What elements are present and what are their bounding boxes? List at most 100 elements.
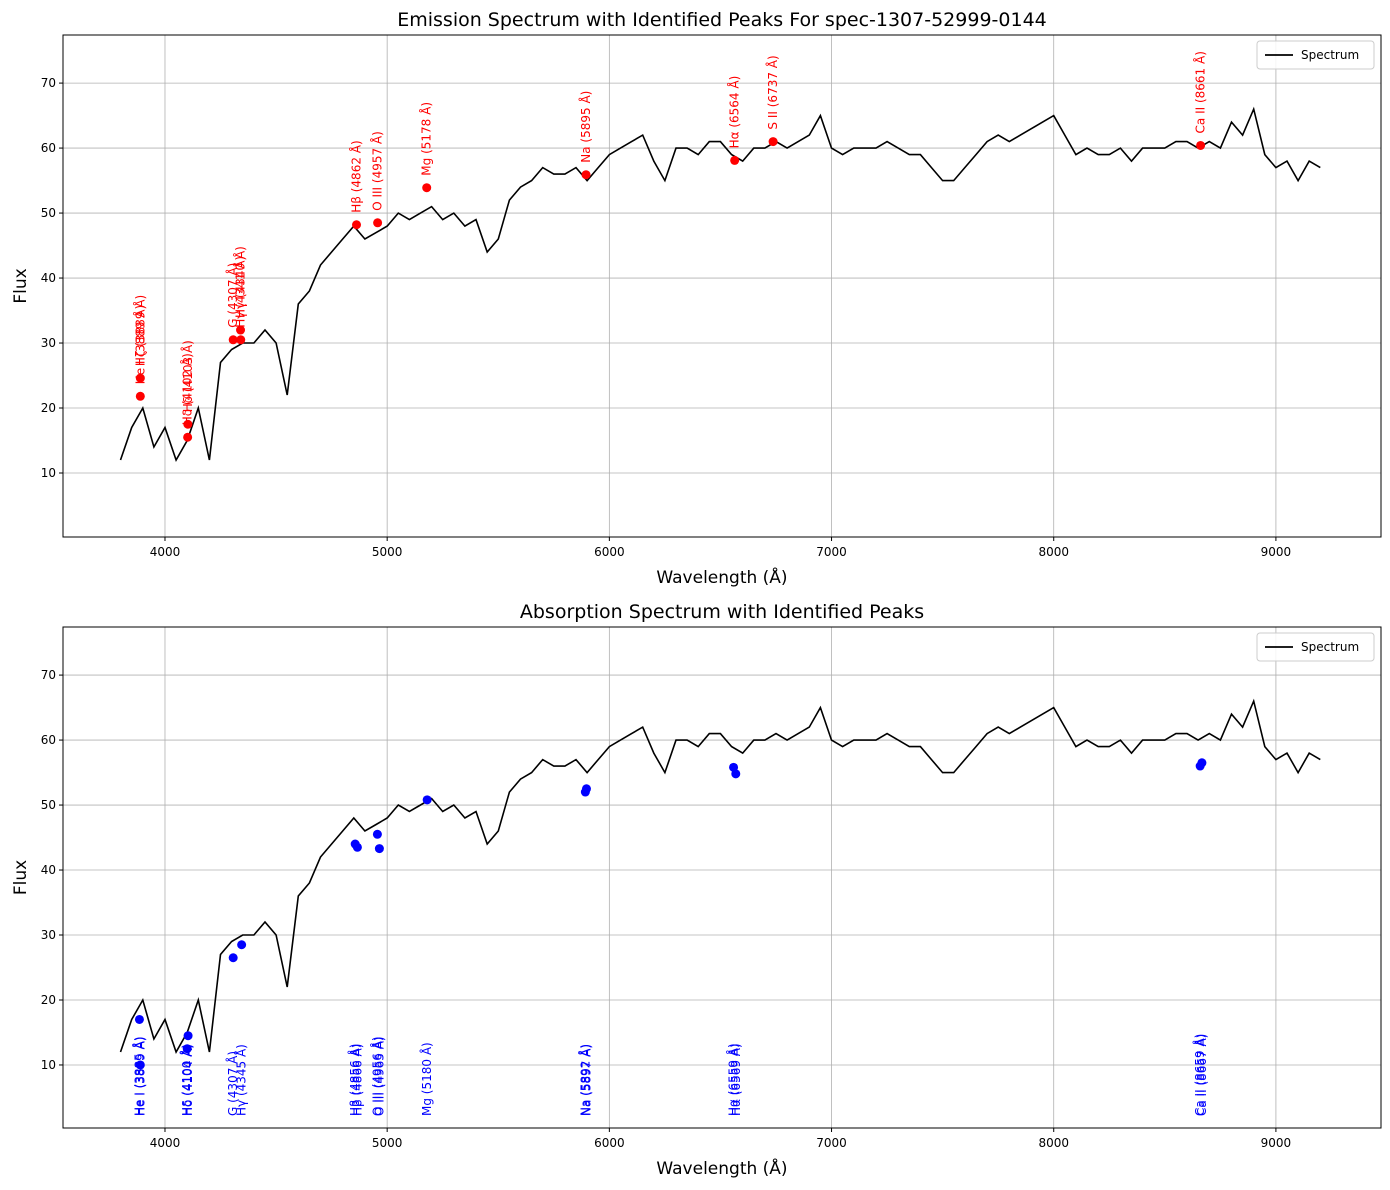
peak-marker xyxy=(731,769,741,779)
peak-marker xyxy=(183,419,193,429)
peak-label: Ca II (8659 Å) xyxy=(1192,1034,1207,1116)
peak-label: Ca II (8661 Å) xyxy=(1193,51,1208,133)
peak-label: Hβ (4866 Å) xyxy=(349,1044,364,1116)
x-tick-label: 9000 xyxy=(1261,1136,1292,1150)
peak-marker xyxy=(135,1060,145,1070)
y-tick-label: 10 xyxy=(41,466,56,480)
peak-label: Hζ (3889 Å) xyxy=(132,295,147,366)
peak-label: Na (5897 Å) xyxy=(578,1044,593,1116)
legend-box xyxy=(1256,632,1375,662)
peak-label: Ca II (8667 Å) xyxy=(1194,1034,1209,1116)
y-tick-label: 30 xyxy=(41,928,56,942)
peak-label: Hδ (4102 Å) xyxy=(180,353,195,425)
peak-label: Hα (6569 Å) xyxy=(728,1043,743,1116)
y-tick-label: 30 xyxy=(41,336,56,350)
x-tick-label: 7000 xyxy=(816,545,847,559)
x-tick-label: 4000 xyxy=(150,1136,181,1150)
x-tick-label: 4000 xyxy=(150,545,181,559)
x-axis-label: Wavelength (Å) xyxy=(656,566,787,588)
peak-marker xyxy=(581,170,591,180)
peak-marker xyxy=(1197,758,1207,768)
peak-label: Hβ (4856 Å) xyxy=(347,1044,362,1116)
y-tick-label: 20 xyxy=(41,401,56,415)
peak-label: He I (3889 Å) xyxy=(132,1037,147,1117)
peak-label: G (4307 Å) xyxy=(225,263,240,328)
peak-label: Hγ (4340 Å) xyxy=(233,246,248,318)
y-tick-label: 40 xyxy=(41,863,56,877)
peak-label: Hγ (4341 Å) xyxy=(233,256,248,328)
peak-label: O III (4965 Å) xyxy=(371,1036,386,1116)
peak-label: G (4307 Å) xyxy=(225,1051,240,1116)
peak-marker xyxy=(237,940,247,950)
legend-label: Spectrum xyxy=(1301,48,1359,62)
y-tick-label: 70 xyxy=(41,76,56,90)
peak-label: Hα (6564 Å) xyxy=(727,76,742,149)
peak-marker xyxy=(228,953,238,963)
peak-label: O III (4956 Å) xyxy=(369,1036,384,1116)
peak-marker xyxy=(134,1014,144,1024)
peak-label: Hδ (4100 Å) xyxy=(179,1044,194,1116)
peak-marker xyxy=(183,1031,193,1041)
peak-label: O III (4957 Å) xyxy=(370,131,385,211)
peak-marker xyxy=(768,137,778,147)
x-tick-label: 8000 xyxy=(1038,1136,1069,1150)
legend-box xyxy=(1256,40,1375,70)
y-tick-label: 50 xyxy=(41,798,56,812)
peak-label: Hγ (4345 Å) xyxy=(234,1044,249,1116)
axes-frame xyxy=(62,34,1382,538)
peak-label: Mg (5180 Å) xyxy=(419,1042,434,1116)
peak-marker xyxy=(1196,140,1206,150)
y-tick-label: 50 xyxy=(41,206,56,220)
x-tick-label: 6000 xyxy=(594,1136,625,1150)
chart-title: Emission Spectrum with Identified Peaks … xyxy=(397,9,1047,31)
peak-label: Mg (5178 Å) xyxy=(419,102,434,176)
x-tick-label: 6000 xyxy=(594,545,625,559)
peak-label: Hδ (4104 Å) xyxy=(180,1044,195,1116)
x-tick-label: 9000 xyxy=(1261,545,1292,559)
peak-label: He I (3885 Å) xyxy=(131,1037,146,1117)
y-tick-label: 40 xyxy=(41,271,56,285)
peak-marker xyxy=(228,335,238,345)
panel: Absorption Spectrum with Identified Peak… xyxy=(11,601,1382,1179)
peak-marker xyxy=(236,325,246,335)
peak-marker xyxy=(135,391,145,401)
y-axis-label: Flux xyxy=(11,268,31,303)
peak-label: He I (3889 Å) xyxy=(132,305,147,385)
peak-marker xyxy=(730,155,740,165)
peak-marker xyxy=(372,829,382,839)
peak-marker xyxy=(581,784,591,794)
x-tick-label: 7000 xyxy=(816,1136,847,1150)
peak-marker xyxy=(422,183,432,193)
x-tick-label: 5000 xyxy=(372,545,403,559)
peak-marker xyxy=(373,218,383,228)
spectrum-line xyxy=(119,106,1321,462)
peak-label: Hβ (4862 Å) xyxy=(349,140,364,212)
peak-marker xyxy=(183,432,193,442)
peak-marker xyxy=(182,1044,192,1054)
peak-label: Na (5892 Å) xyxy=(577,1044,592,1116)
y-tick-label: 20 xyxy=(41,993,56,1007)
y-tick-label: 10 xyxy=(41,1058,56,1072)
y-axis-label: Flux xyxy=(11,860,31,895)
x-tick-label: 5000 xyxy=(372,1136,403,1150)
panel: Emission Spectrum with Identified Peaks … xyxy=(11,9,1382,588)
axes-frame xyxy=(62,626,1382,1129)
peak-marker xyxy=(236,335,246,345)
peak-label: Na (5895 Å) xyxy=(578,91,593,163)
x-tick-label: 8000 xyxy=(1038,545,1069,559)
peak-marker xyxy=(422,795,432,805)
peak-marker xyxy=(374,844,384,854)
spectrum-line xyxy=(119,698,1321,1054)
peak-marker xyxy=(352,220,362,230)
peak-label: S II (6737 Å) xyxy=(765,55,780,129)
y-tick-label: 60 xyxy=(41,733,56,747)
y-tick-label: 70 xyxy=(41,668,56,682)
peak-marker xyxy=(135,373,145,383)
chart-title: Absorption Spectrum with Identified Peak… xyxy=(520,601,924,623)
legend-label: Spectrum xyxy=(1301,640,1359,654)
peak-label: Hα (6559 Å) xyxy=(726,1043,741,1116)
x-axis-label: Wavelength (Å) xyxy=(656,1157,787,1179)
y-tick-label: 60 xyxy=(41,141,56,155)
peak-label: Hδ (4103 Å) xyxy=(180,340,195,412)
